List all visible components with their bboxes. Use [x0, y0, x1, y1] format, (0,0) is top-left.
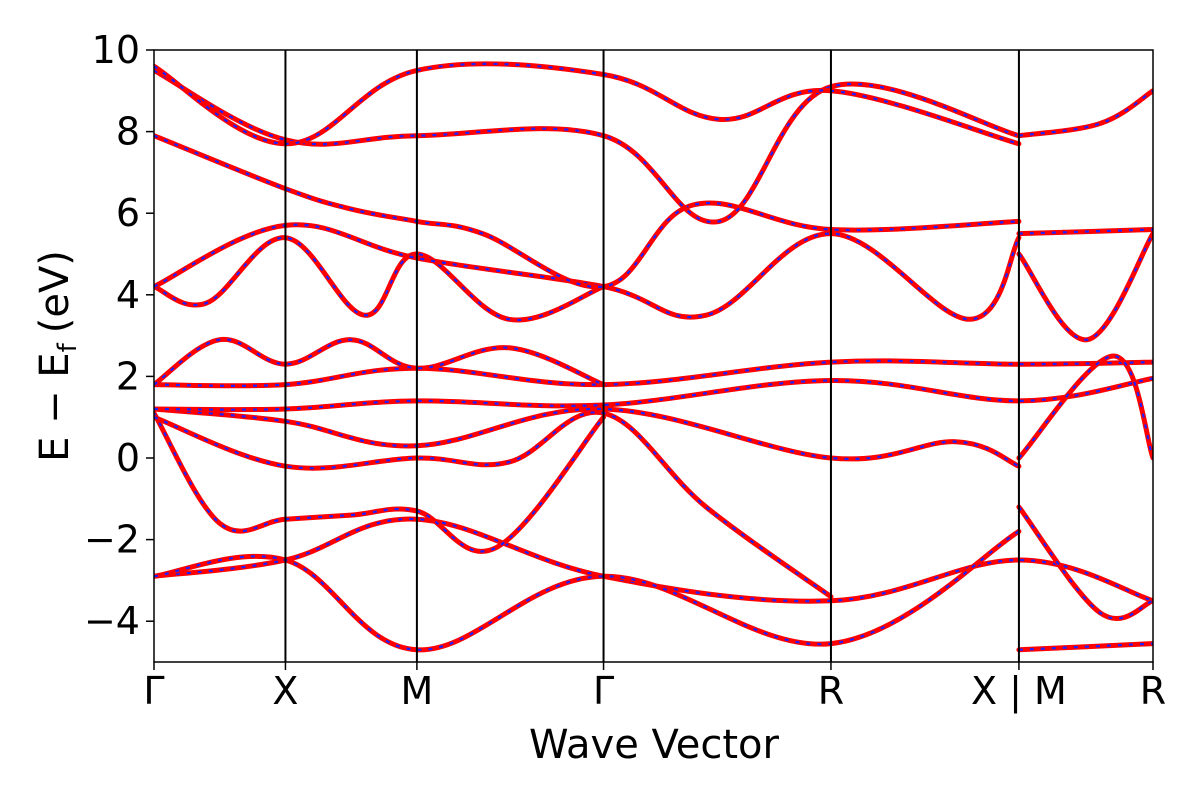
band-line-7 — [154, 358, 1153, 389]
x-tick-label-4: R — [818, 669, 844, 713]
y-tick-label-3: 2 — [116, 354, 140, 398]
band-line-17 — [1016, 353, 1153, 461]
x-axis-ticks: Γ X M Γ R X | M R — [143, 662, 1166, 714]
y-axis-label-unit: (eV) — [32, 250, 78, 333]
band-line-dashed-8 — [154, 338, 604, 386]
band-line-dashed-2 — [1018, 642, 1153, 651]
y-axis-label-main: E − E — [32, 352, 78, 462]
y-tick-label-2: 0 — [116, 436, 140, 480]
y-axis-label: E − Ef (eV) — [32, 250, 83, 462]
high-symmetry-lines — [284, 50, 1020, 662]
band-line-dashed-9 — [154, 236, 604, 322]
y-axis-label-subscript: f — [53, 342, 83, 352]
y-tick-label-6: 8 — [116, 110, 140, 154]
band-line-dashed-6 — [154, 377, 1153, 411]
y-tick-label-5: 6 — [116, 191, 140, 235]
y-tick-label-7: 10 — [92, 28, 140, 72]
x-tick-label-5: X | M — [971, 669, 1067, 714]
x-tick-label-0: Γ — [143, 669, 164, 713]
band-line-8 — [154, 336, 606, 388]
band-line-dashed-0 — [154, 518, 1153, 603]
band-line-11 — [154, 133, 1022, 290]
band-line-16 — [1016, 88, 1153, 139]
band-line-dashed-10 — [154, 223, 1020, 321]
band-line-dashed-14 — [1018, 228, 1153, 235]
y-tick-label-0: −4 — [84, 599, 140, 643]
x-tick-label-6: R — [1140, 669, 1166, 713]
band-lines — [154, 61, 1153, 653]
band-line-0 — [154, 516, 1153, 604]
band-line-dashed-17 — [1018, 354, 1153, 459]
band-line-dashed-3 — [154, 412, 605, 553]
band-line-dashed-12 — [154, 69, 1020, 224]
band-line-dashed-7 — [154, 359, 1153, 387]
x-axis-label: Wave Vector — [529, 722, 780, 768]
x-tick-label-3: Γ — [593, 669, 614, 713]
y-axis-ticks: −4 −2 0 2 4 6 8 10 — [84, 28, 154, 643]
band-line-dashed-15 — [1018, 233, 1153, 341]
band-line-4 — [154, 409, 834, 600]
band-line-dashed-18 — [1018, 506, 1153, 620]
band-line-dashed-4 — [154, 411, 832, 598]
y-tick-label-1: −2 — [84, 518, 140, 562]
band-line-3 — [154, 410, 606, 554]
band-line-15 — [1016, 231, 1153, 343]
y-tick-label-4: 4 — [116, 273, 140, 317]
x-tick-label-2: M — [400, 669, 433, 713]
plot-frame — [153, 49, 1154, 663]
x-tick-label-1: X — [272, 669, 298, 713]
